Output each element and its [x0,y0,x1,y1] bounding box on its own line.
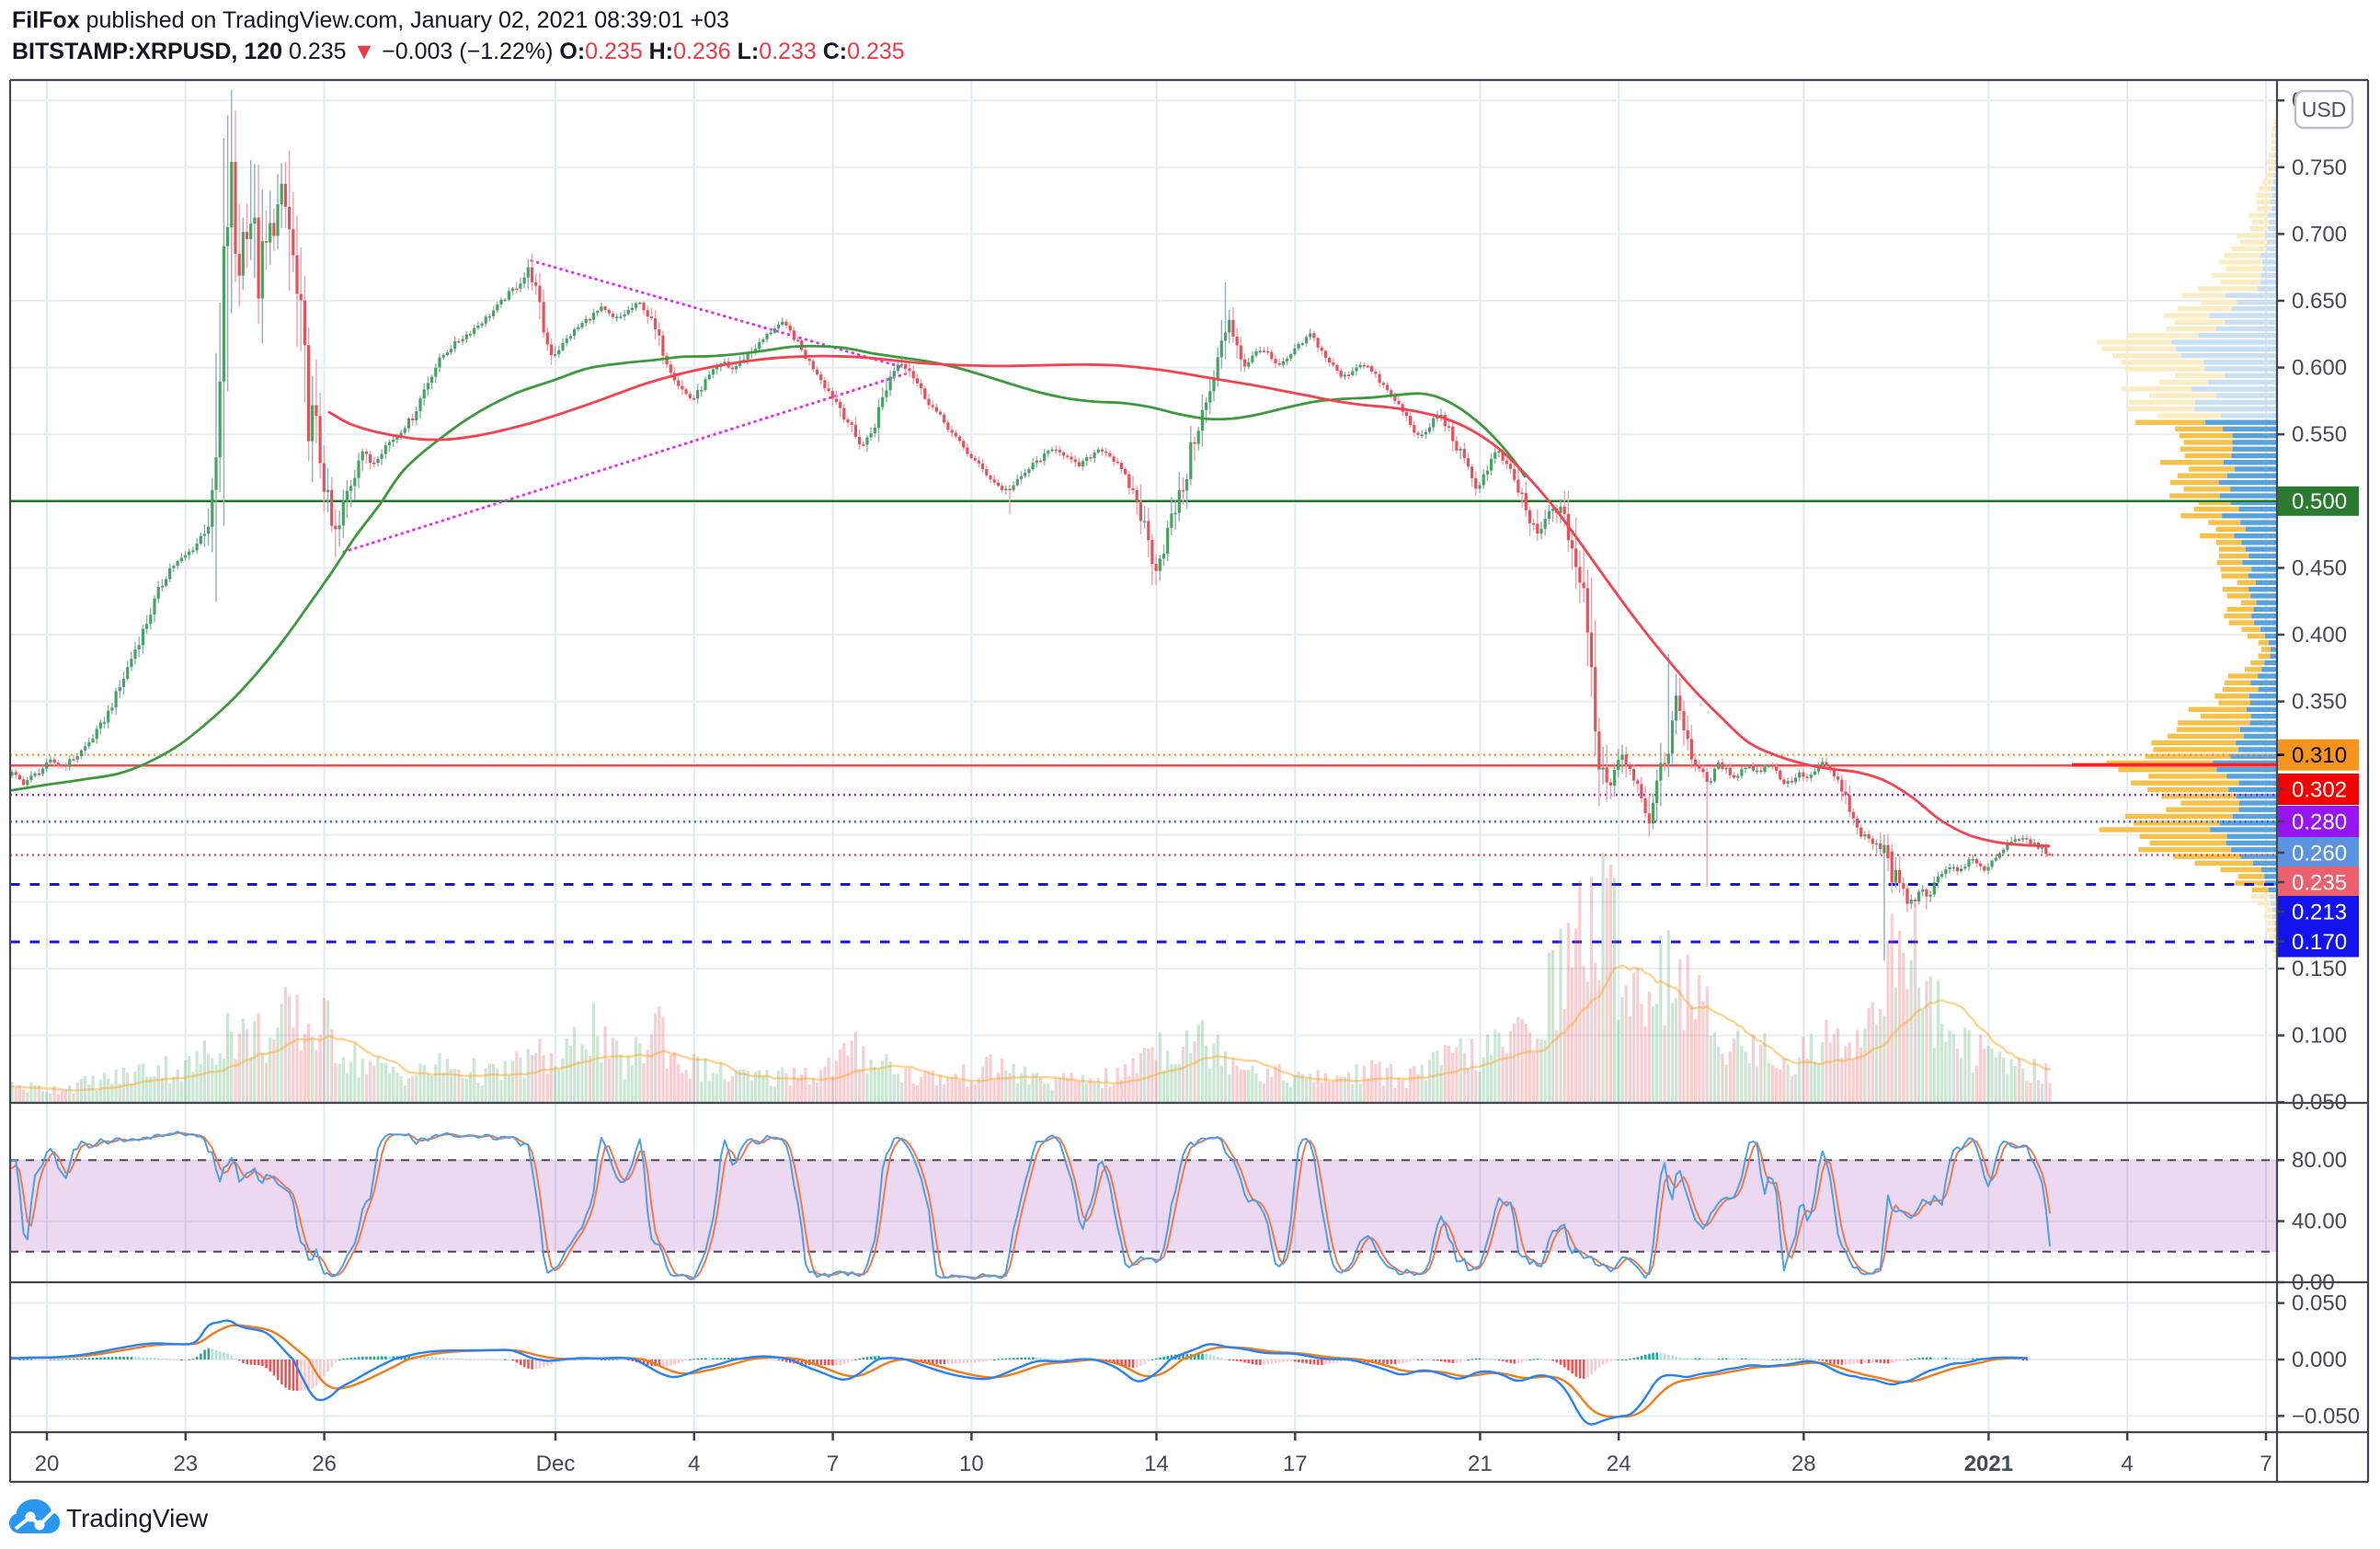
svg-text:0.260: 0.260 [2292,842,2347,866]
svg-text:0.310: 0.310 [2292,743,2347,768]
svg-text:Dec: Dec [536,1451,576,1476]
svg-text:0.550: 0.550 [2292,422,2347,447]
svg-text:0.000: 0.000 [2292,1348,2347,1372]
svg-text:7: 7 [2260,1451,2271,1476]
svg-text:80.00: 80.00 [2292,1148,2347,1173]
svg-text:7: 7 [827,1451,839,1476]
svg-text:10: 10 [959,1451,984,1476]
svg-text:0.170: 0.170 [2292,930,2347,955]
svg-text:TradingView: TradingView [66,1504,209,1532]
svg-text:0.050: 0.050 [2292,1090,2347,1115]
svg-text:0.050: 0.050 [2292,1291,2347,1316]
svg-text:4: 4 [688,1451,700,1476]
svg-text:40.00: 40.00 [2292,1210,2347,1234]
svg-text:17: 17 [1283,1451,1308,1476]
svg-text:0.150: 0.150 [2292,957,2347,981]
svg-text:0.500: 0.500 [2292,489,2347,514]
svg-text:0.213: 0.213 [2292,901,2347,925]
svg-text:4: 4 [2122,1451,2134,1476]
svg-text:0.600: 0.600 [2292,356,2347,381]
svg-text:28: 28 [1791,1451,1816,1476]
svg-text:0.235: 0.235 [2292,871,2347,896]
svg-text:USD: USD [2302,98,2347,121]
svg-text:0.400: 0.400 [2292,623,2347,648]
svg-text:0.280: 0.280 [2292,810,2347,835]
svg-text:26: 26 [312,1451,337,1476]
svg-text:20: 20 [35,1451,60,1476]
svg-text:0.350: 0.350 [2292,690,2347,715]
svg-text:2021: 2021 [1964,1451,2013,1476]
svg-text:0.00: 0.00 [2292,1270,2335,1295]
svg-text:23: 23 [173,1451,198,1476]
svg-text:−0.050: −0.050 [2292,1404,2360,1429]
svg-text:0.100: 0.100 [2292,1024,2347,1049]
svg-text:0.450: 0.450 [2292,556,2347,580]
svg-text:FilFox published on TradingVie: FilFox published on TradingView.com, Jan… [12,7,729,33]
svg-text:0.302: 0.302 [2292,778,2347,803]
svg-text:0.650: 0.650 [2292,289,2347,314]
svg-text:14: 14 [1144,1451,1169,1476]
svg-text:0.700: 0.700 [2292,222,2347,247]
svg-text:24: 24 [1607,1451,1631,1476]
svg-text:21: 21 [1468,1451,1493,1476]
svg-text:0.750: 0.750 [2292,155,2347,180]
svg-text:BITSTAMP:XRPUSD, 120 0.235 ▼ −: BITSTAMP:XRPUSD, 120 0.235 ▼ −0.003 (−1.… [12,39,905,64]
